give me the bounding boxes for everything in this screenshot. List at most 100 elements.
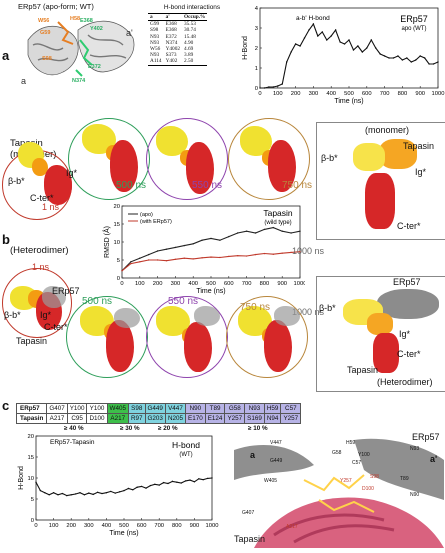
data-point	[401, 59, 404, 61]
data-point	[118, 491, 121, 493]
data-point	[290, 232, 292, 234]
legend-40: ≥ 40 %	[64, 425, 84, 432]
x-tick-label: 300	[309, 91, 319, 97]
time-label-500ns-het: 500 ns	[82, 296, 113, 307]
y-tick-label: 0	[255, 86, 258, 92]
data-point	[192, 258, 194, 260]
monomer-right-title: (monomer)	[365, 125, 410, 135]
data-point	[176, 481, 178, 483]
y-axis-label: RMSD (Å)	[102, 226, 111, 258]
data-point	[312, 23, 315, 25]
y-tick-label: 15	[114, 222, 120, 228]
erp57-row: ERp57 G407 Y100 Y100 W405 S98 G449 V447 N90 T…	[15, 403, 302, 414]
data-point	[130, 261, 132, 263]
data-point	[171, 480, 174, 483]
data-point	[317, 35, 319, 37]
data-point	[162, 481, 165, 484]
data-point	[268, 86, 270, 88]
res-g59: G59	[40, 30, 50, 36]
res-label: N93	[410, 446, 420, 452]
table-row: G99 E368 35.53	[150, 21, 196, 28]
data-point	[198, 478, 200, 480]
data-point	[406, 57, 408, 59]
cter-domain	[184, 322, 212, 372]
data-point	[156, 250, 159, 252]
data-point	[70, 494, 72, 496]
data-point	[290, 51, 292, 53]
data-point	[183, 257, 185, 259]
hbond-th: Occup.%	[184, 14, 206, 20]
data-point	[88, 492, 90, 494]
time-label-750ns: 750 ns	[282, 180, 313, 191]
contact-table: ERp57 G407 Y100 Y100 W405 S98 G449 V447 N90 T…	[15, 403, 302, 424]
data-point	[210, 256, 212, 258]
hbond-table: H-bond interactions a a' Occup.% G99 E368…	[148, 4, 236, 66]
data-point	[352, 49, 355, 51]
structure-title: ERp57 (apo-form; WT)	[18, 2, 94, 11]
hbond-th: a	[150, 14, 153, 20]
data-point	[140, 485, 143, 488]
data-point	[308, 29, 310, 31]
res-label: N90	[410, 492, 420, 498]
y-tick-label: 20	[28, 434, 34, 440]
data-point	[201, 239, 203, 241]
data-point	[254, 253, 257, 256]
data-point	[245, 255, 248, 257]
ig-ribbon	[379, 139, 417, 169]
time-label-1000ns-het: 1000 ns	[292, 307, 325, 317]
chart-c-subtitle: (WT)	[179, 452, 192, 458]
data-point	[366, 47, 368, 49]
x-tick-label: 0	[34, 523, 37, 529]
data-point	[419, 55, 421, 57]
data-point	[193, 481, 196, 483]
x-axis-label: Time (ns)	[196, 288, 225, 295]
monomer-1000ns-box: (monomer) β-b* Tapasin Ig* C-ter*	[316, 122, 445, 240]
x-tick-label: 600	[137, 523, 147, 529]
tapasin-label-het: Tapasin	[16, 336, 48, 346]
data-point	[286, 61, 288, 63]
data-point	[263, 87, 266, 89]
data-point	[272, 226, 274, 229]
data-point	[35, 481, 37, 483]
data-point	[202, 478, 204, 481]
res-w56: W56	[38, 18, 49, 24]
plot-area	[121, 205, 301, 279]
table-row: N93 S373 3.89	[150, 52, 194, 59]
snapshot-circle-550ns-mono	[146, 118, 228, 200]
data-point	[83, 494, 86, 496]
label-a-prime: a'	[126, 28, 133, 38]
erp57-ribbon-image: a a' W56 G59 H58 E368 S98 E372 N374 Y402	[21, 16, 135, 86]
y-tick-label: 3	[255, 26, 258, 32]
res-label: H59	[346, 440, 356, 446]
res-label: C57	[352, 460, 362, 466]
res-label: Y100	[358, 452, 370, 458]
time-label-550ns: 550 ns	[192, 180, 223, 191]
time-label-550ns-het: 550 ns	[168, 296, 199, 307]
data-point	[184, 480, 187, 482]
data-point	[61, 492, 64, 495]
data-point	[158, 484, 160, 486]
data-point	[357, 45, 359, 47]
erp57-label-right: ERp57	[393, 277, 421, 287]
data-point	[397, 55, 399, 57]
data-point	[219, 256, 221, 259]
plot-area	[259, 7, 439, 89]
erp57-structure: ERp57 (apo-form; WT) a a' W56 G59 H58 E3…	[18, 0, 138, 88]
data-point	[272, 86, 275, 88]
hbond-th: a'	[165, 14, 170, 20]
data-point	[361, 51, 364, 53]
res-y402: Y402	[90, 26, 103, 32]
data-point	[123, 489, 125, 492]
data-point	[432, 63, 435, 65]
res-e368: E368	[80, 18, 93, 24]
a-label-c: a	[250, 450, 256, 460]
res-label: D100	[362, 486, 374, 492]
res-h58: H58	[70, 16, 80, 22]
ig-domain	[32, 158, 48, 176]
x-tick-label: 900	[190, 523, 200, 529]
data-point	[79, 492, 81, 494]
y-tick-label: 15	[28, 455, 34, 461]
data-point	[277, 85, 279, 87]
data-point	[437, 61, 439, 63]
data-point	[415, 59, 417, 61]
